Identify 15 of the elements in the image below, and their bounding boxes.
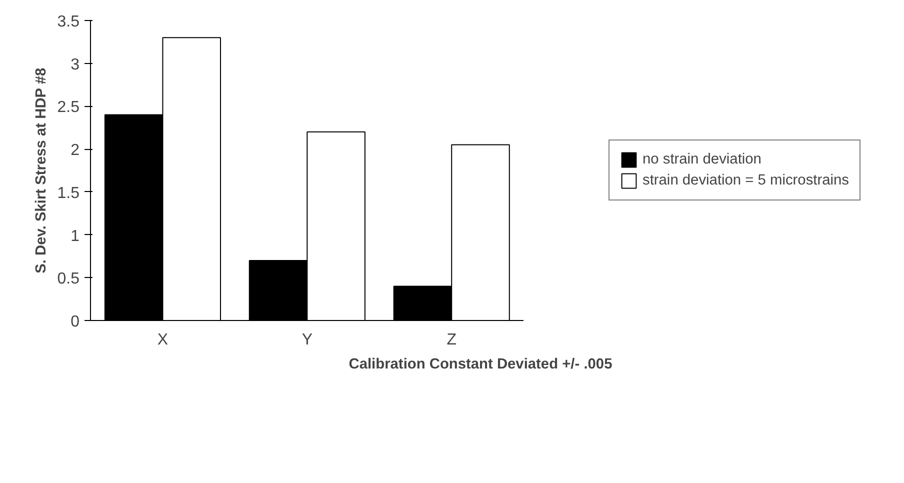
legend-label: strain deviation = 5 microstrains [642, 172, 849, 188]
y-tick-label: 2.5 [57, 99, 80, 116]
x-tick-label: X [157, 332, 168, 348]
x-axis-title: Calibration Constant Deviated +/- .005 [348, 356, 612, 372]
y-axis-title: S. Dev. Skirt Stress at HDP #8 [33, 68, 50, 274]
y-tick-label: 0.5 [57, 270, 80, 288]
x-tick-label: Z [446, 332, 457, 348]
y-tick-label: 3.5 [57, 14, 80, 30]
y-tick-label: 1 [70, 228, 80, 245]
y-tick-label: 3 [70, 56, 80, 74]
x-tick-label: Y [302, 332, 313, 348]
y-tick-label: 1.5 [57, 184, 80, 202]
y-tick-label: 0 [70, 314, 80, 330]
legend-label: no strain deviation [642, 152, 762, 168]
y-tick-label: 2 [70, 142, 80, 160]
